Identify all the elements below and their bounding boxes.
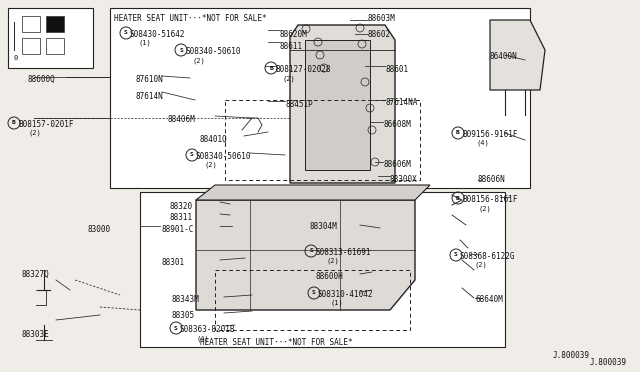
- Text: S08363-8201B: S08363-8201B: [180, 325, 236, 334]
- Text: B: B: [456, 131, 460, 135]
- Text: S: S: [179, 48, 183, 52]
- Text: (2): (2): [478, 205, 491, 212]
- Text: 86400N: 86400N: [490, 52, 518, 61]
- Text: 68640M: 68640M: [475, 295, 503, 304]
- Text: B08157-0201F: B08157-0201F: [18, 120, 74, 129]
- Text: B: B: [269, 65, 273, 71]
- Text: (4): (4): [476, 140, 489, 147]
- Text: 88451P: 88451P: [285, 100, 313, 109]
- Text: (2): (2): [204, 162, 217, 169]
- Text: S08430-51642: S08430-51642: [130, 30, 186, 39]
- Bar: [140, 192, 505, 347]
- Text: 88327Q: 88327Q: [22, 270, 50, 279]
- Text: 83000: 83000: [87, 225, 110, 234]
- Bar: [22, 16, 40, 32]
- Text: 88320: 88320: [170, 202, 193, 211]
- Text: HEATER SEAT UNIT···*NOT FOR SALE*: HEATER SEAT UNIT···*NOT FOR SALE*: [114, 14, 267, 23]
- Bar: [8, 8, 93, 68]
- Text: B: B: [456, 196, 460, 201]
- Text: (2): (2): [474, 262, 487, 269]
- Text: 88606M: 88606M: [383, 160, 411, 169]
- Text: 88401Q: 88401Q: [200, 135, 228, 144]
- Bar: [215, 270, 410, 330]
- Text: 88901-C: 88901-C: [162, 225, 195, 234]
- Text: B: B: [12, 121, 16, 125]
- Text: 88301: 88301: [162, 258, 185, 267]
- Text: B08156-8161F: B08156-8161F: [462, 195, 518, 204]
- Text: S: S: [174, 326, 178, 330]
- Text: 88311: 88311: [170, 213, 193, 222]
- Text: 0: 0: [14, 55, 18, 61]
- Text: (4): (4): [196, 335, 209, 341]
- Bar: [46, 38, 64, 54]
- Text: (2): (2): [327, 258, 340, 264]
- Text: 88602: 88602: [368, 30, 391, 39]
- Text: S: S: [309, 248, 313, 253]
- Text: S: S: [190, 153, 194, 157]
- Text: B08127-02028: B08127-02028: [275, 65, 330, 74]
- Text: 88343M: 88343M: [172, 295, 200, 304]
- Text: (1): (1): [138, 40, 151, 46]
- Text: 87614N: 87614N: [136, 92, 164, 101]
- Text: S08340-50610: S08340-50610: [185, 47, 241, 56]
- Text: 88600Q: 88600Q: [28, 75, 56, 84]
- Text: 88406M: 88406M: [167, 115, 195, 124]
- Text: S08340-50610: S08340-50610: [196, 152, 252, 161]
- Text: 88601: 88601: [385, 65, 408, 74]
- Text: S: S: [312, 291, 316, 295]
- Text: S08313-61691: S08313-61691: [315, 248, 371, 257]
- Text: HEATER SEAT UNIT···*NOT FOR SALE*: HEATER SEAT UNIT···*NOT FOR SALE*: [200, 338, 353, 347]
- Text: 87614NA: 87614NA: [385, 98, 417, 107]
- Text: 88300X: 88300X: [390, 175, 418, 184]
- Text: J.800039: J.800039: [590, 358, 627, 367]
- Text: 88600H: 88600H: [315, 272, 343, 281]
- Text: (2): (2): [193, 57, 205, 64]
- Bar: [46, 16, 64, 32]
- Text: 88603M: 88603M: [368, 14, 396, 23]
- Text: 88303E: 88303E: [22, 330, 50, 339]
- Text: 88620M: 88620M: [280, 30, 308, 39]
- Text: 88611: 88611: [280, 42, 303, 51]
- Polygon shape: [290, 25, 395, 183]
- Polygon shape: [196, 200, 415, 310]
- Text: (2): (2): [283, 75, 296, 81]
- Text: 86608M: 86608M: [383, 120, 411, 129]
- Polygon shape: [490, 20, 545, 90]
- Bar: [110, 8, 530, 188]
- Text: J.800039: J.800039: [553, 351, 590, 360]
- Text: S08368-6122G: S08368-6122G: [460, 252, 515, 261]
- Text: 87610N: 87610N: [136, 75, 164, 84]
- Bar: [22, 38, 40, 54]
- Text: S08310-41042: S08310-41042: [318, 290, 374, 299]
- Bar: [305, 40, 370, 170]
- Text: (2): (2): [28, 130, 41, 137]
- Text: 88304M: 88304M: [310, 222, 338, 231]
- Text: B09156-9161F: B09156-9161F: [462, 130, 518, 139]
- Polygon shape: [196, 185, 430, 200]
- Bar: [225, 100, 420, 180]
- Text: S: S: [124, 31, 128, 35]
- Text: S: S: [454, 253, 458, 257]
- Text: 88606N: 88606N: [478, 175, 506, 184]
- Text: (1): (1): [330, 300, 343, 307]
- Text: 88305: 88305: [172, 311, 195, 320]
